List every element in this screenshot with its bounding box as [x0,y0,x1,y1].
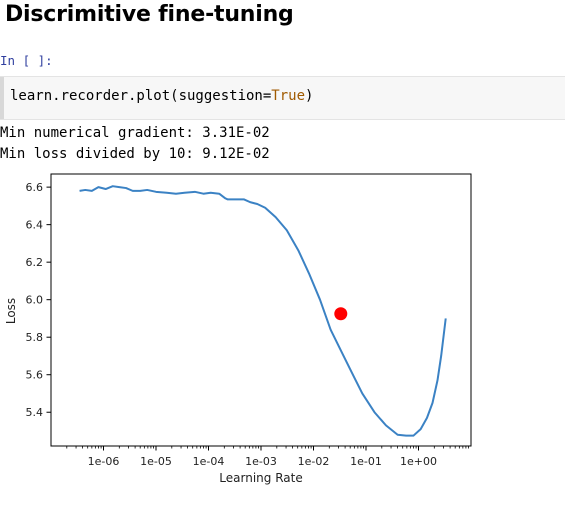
y-tick-label: 5.8 [26,331,44,344]
plot-frame [50,173,472,447]
x-tick-label: 1e-02 [298,455,330,468]
x-tick-label: 1e+00 [400,455,437,468]
y-tick-label: 6.0 [26,294,44,307]
code-text-end: ) [305,88,314,104]
x-tick-label: 1e-04 [193,455,225,468]
page-title: Discrimitive fine-tuning [5,2,294,27]
code-input[interactable]: learn.recorder.plot(suggestion=True) [10,88,313,104]
x-axis-ticks: 1e-06 1e-05 1e-04 1e-03 1e-02 1e-01 1e+00 [66,446,469,468]
code-keyword: True [271,88,306,104]
output-line-loss: Min loss divided by 10: 9.12E-02 [0,146,270,162]
code-cell[interactable]: learn.recorder.plot(suggestion=True) [0,76,565,120]
x-tick-label: 1e-06 [88,455,120,468]
suggestion-marker [334,307,348,321]
code-text: learn.recorder.plot(suggestion= [10,88,272,104]
y-axis-label: Loss [4,298,18,324]
y-tick-label: 5.6 [26,369,44,382]
x-tick-label: 1e-03 [245,455,277,468]
y-tick-label: 6.6 [26,181,44,194]
cell-gutter [0,77,4,119]
y-tick-label: 6.2 [26,256,44,269]
x-tick-label: 1e-01 [350,455,382,468]
y-tick-label: 6.4 [26,219,44,232]
x-axis-label: Learning Rate [219,471,302,485]
x-tick-label: 1e-05 [140,455,172,468]
output-line-gradient: Min numerical gradient: 3.31E-02 [0,125,270,141]
loss-curve [79,185,447,437]
cell-prompt: In [ ]: [0,53,53,68]
y-axis-ticks: 5.4 5.6 5.8 6.0 6.2 6.4 6.6 [26,181,51,419]
y-tick-label: 5.4 [26,406,44,419]
